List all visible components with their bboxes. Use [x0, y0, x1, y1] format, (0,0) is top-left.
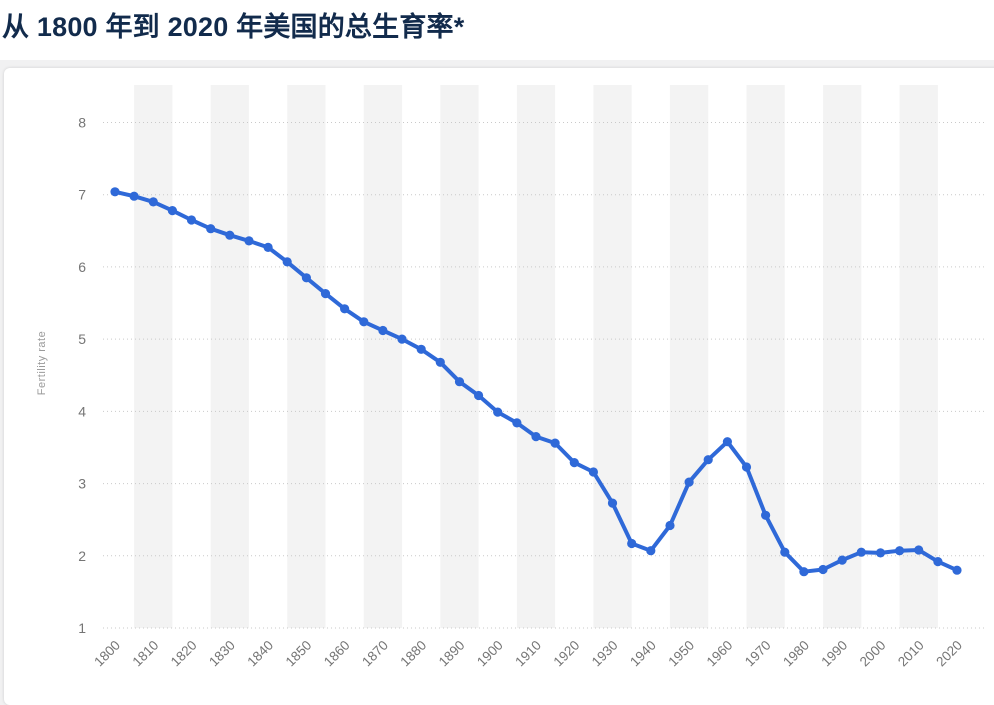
- data-point[interactable]: [741, 462, 752, 472]
- y-tick-label: 6: [78, 259, 86, 275]
- data-point[interactable]: [607, 498, 618, 508]
- plot-band: [593, 85, 632, 628]
- data-point[interactable]: [665, 520, 675, 531]
- x-tick-label: 1950: [665, 638, 697, 670]
- data-point[interactable]: [856, 547, 866, 557]
- data-point[interactable]: [167, 206, 177, 216]
- data-point[interactable]: [895, 546, 905, 556]
- x-tick-label: 1980: [780, 638, 812, 670]
- data-point[interactable]: [129, 191, 139, 201]
- data-point[interactable]: [531, 432, 541, 442]
- x-tick-label: 1900: [474, 638, 506, 670]
- data-point[interactable]: [875, 548, 886, 558]
- y-axis-labels: 1 2 3 4 5 6 7 8: [78, 115, 86, 637]
- x-tick-label: 2010: [895, 638, 927, 670]
- data-point[interactable]: [550, 438, 560, 448]
- data-point[interactable]: [416, 344, 426, 354]
- y-tick-label: 7: [78, 187, 86, 203]
- data-point[interactable]: [454, 377, 465, 387]
- data-point[interactable]: [320, 289, 331, 299]
- data-point[interactable]: [301, 273, 311, 283]
- x-tick-label: 1960: [704, 638, 736, 670]
- data-point[interactable]: [263, 242, 273, 252]
- data-point[interactable]: [340, 304, 350, 314]
- y-tick-label: 2: [78, 548, 86, 564]
- data-point[interactable]: [627, 538, 637, 549]
- x-tick-label: 1830: [206, 638, 238, 670]
- plot-band: [746, 85, 785, 628]
- data-point[interactable]: [952, 565, 962, 575]
- plot-band: [440, 85, 479, 628]
- x-tick-label: 1880: [397, 638, 429, 670]
- y-tick-label: 5: [78, 331, 86, 347]
- x-tick-label: 1920: [551, 638, 583, 670]
- page-title: 从 1800 年到 2020 年美国的总生育率*: [2, 12, 465, 42]
- data-point[interactable]: [244, 236, 254, 246]
- chart-svg: 1 2 3 4 5 6 7 8 1800 1810 1820 1830 1840 1850 1860 1870…: [78, 85, 985, 670]
- plot-band: [134, 85, 173, 628]
- data-point[interactable]: [837, 555, 847, 565]
- x-tick-label: 1820: [168, 638, 200, 670]
- data-point[interactable]: [569, 458, 579, 468]
- data-point[interactable]: [780, 547, 790, 557]
- data-point[interactable]: [378, 325, 388, 336]
- data-point[interactable]: [646, 546, 656, 556]
- data-point[interactable]: [186, 215, 197, 225]
- data-point[interactable]: [722, 437, 733, 447]
- plot-band: [899, 85, 938, 628]
- plot-bands: [134, 85, 938, 628]
- x-tick-label: 1870: [359, 638, 391, 670]
- x-tick-label: 1940: [627, 638, 659, 670]
- data-point[interactable]: [225, 230, 235, 240]
- header-strip: 从 1800 年到 2020 年美国的总生育率*: [0, 0, 994, 60]
- data-point[interactable]: [474, 390, 484, 401]
- y-tick-label: 8: [78, 115, 86, 131]
- data-point[interactable]: [359, 317, 369, 327]
- x-tick-label: 1930: [589, 638, 621, 670]
- x-tick-label: 1860: [321, 638, 353, 670]
- y-tick-label: 1: [78, 620, 86, 636]
- plot-band: [363, 85, 403, 628]
- x-tick-label: 2020: [933, 638, 965, 670]
- data-point[interactable]: [799, 567, 809, 577]
- x-tick-label: 1850: [283, 638, 315, 670]
- data-point[interactable]: [493, 407, 503, 417]
- plot-band: [210, 85, 249, 628]
- data-point[interactable]: [282, 257, 292, 267]
- data-point[interactable]: [512, 418, 522, 428]
- plot-band: [669, 85, 709, 628]
- data-point[interactable]: [761, 510, 771, 520]
- y-axis-title: Fertility rate: [36, 330, 48, 396]
- plot-band: [823, 85, 862, 628]
- y-tick-label: 4: [78, 403, 86, 419]
- data-point[interactable]: [914, 545, 924, 555]
- x-tick-label: 1810: [130, 638, 162, 670]
- plot-band: [516, 85, 556, 628]
- data-point[interactable]: [435, 357, 445, 367]
- data-point[interactable]: [933, 557, 943, 567]
- data-point[interactable]: [703, 455, 713, 465]
- x-axis-labels: 1800 1810 1820 1830 1840 1850 1860 1870 1880 1890…: [91, 638, 965, 670]
- x-tick-label: 1910: [512, 638, 544, 670]
- data-point[interactable]: [206, 224, 216, 234]
- x-tick-label: 1990: [818, 638, 850, 670]
- x-tick-label: 2000: [857, 638, 889, 670]
- x-tick-label: 1890: [436, 638, 468, 670]
- x-tick-label: 1840: [244, 638, 276, 670]
- x-tick-label: 1800: [91, 638, 123, 670]
- data-points[interactable]: [110, 187, 962, 577]
- x-tick-label: 1970: [742, 638, 774, 670]
- data-point[interactable]: [684, 477, 694, 487]
- gridlines: [103, 122, 985, 629]
- chart-card: 1 2 3 4 5 6 7 8 1800 1810 1820 1830 1840 1850 1860 1870…: [4, 68, 994, 705]
- data-point[interactable]: [397, 334, 407, 344]
- data-point[interactable]: [588, 467, 599, 477]
- y-tick-label: 3: [78, 476, 86, 492]
- data-point[interactable]: [148, 197, 158, 207]
- data-point[interactable]: [110, 187, 120, 197]
- plot-band: [287, 85, 326, 628]
- data-point[interactable]: [818, 564, 828, 575]
